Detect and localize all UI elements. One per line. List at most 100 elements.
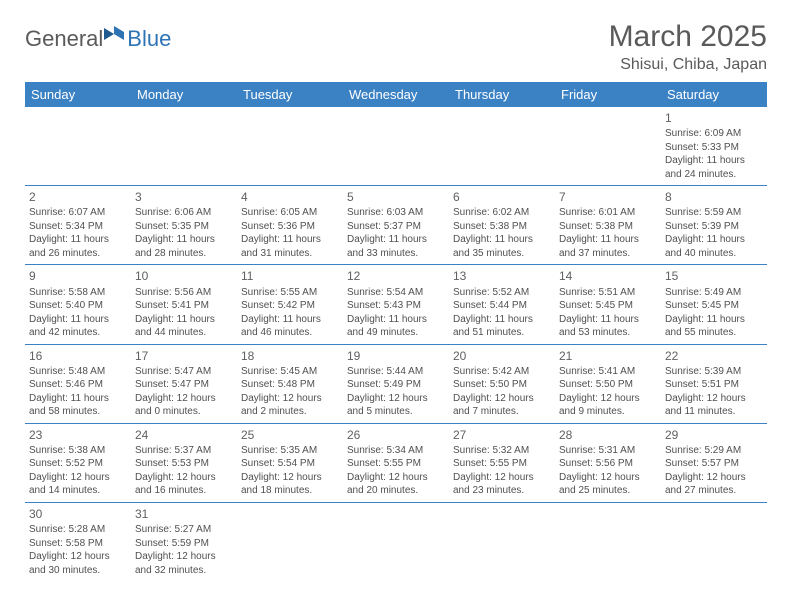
day-number: 4 xyxy=(241,189,339,205)
calendar-cell: 14 Sunrise: 5:51 AMSunset: 5:45 PMDayligh… xyxy=(555,265,661,344)
sunset-line: Sunset: 5:50 PM xyxy=(453,378,551,392)
sunrise-line: Sunrise: 5:58 AM xyxy=(29,286,127,300)
sunset-line: Sunset: 5:42 PM xyxy=(241,299,339,313)
calendar-cell: 25Sunrise: 5:35 AMSunset: 5:54 PMDayligh… xyxy=(237,423,343,502)
sunset-line: Sunset: 5:45 PM xyxy=(559,299,657,313)
sunset-line: Sunset: 5:59 PM xyxy=(135,537,233,551)
day-number: 5 xyxy=(347,189,445,205)
sunrise-line: Sunrise: 5:56 AM xyxy=(135,286,233,300)
day-number: 22 xyxy=(665,348,763,364)
sunrise-line: Sunrise: 5:47 AM xyxy=(135,365,233,379)
daylight-line: Daylight: 12 hours and 32 minutes. xyxy=(135,550,233,577)
calendar-cell: 17Sunrise: 5:47 AMSunset: 5:47 PMDayligh… xyxy=(131,344,237,423)
calendar-cell: 27Sunrise: 5:32 AMSunset: 5:55 PMDayligh… xyxy=(449,423,555,502)
calendar-cell: 18Sunrise: 5:45 AMSunset: 5:48 PMDayligh… xyxy=(237,344,343,423)
day-number: 7 xyxy=(559,189,657,205)
sunrise-line: Sunrise: 5:45 AM xyxy=(241,365,339,379)
day-number: 17 xyxy=(135,348,233,364)
daylight-line: Daylight: 12 hours and 7 minutes. xyxy=(453,392,551,419)
day-number: 30 xyxy=(29,506,127,522)
sunrise-line: Sunrise: 5:34 AM xyxy=(347,444,445,458)
month-title: March 2025 xyxy=(609,20,767,54)
calendar-cell: 6Sunrise: 6:02 AMSunset: 5:38 PMDaylight… xyxy=(449,186,555,265)
calendar-cell: 23Sunrise: 5:38 AMSunset: 5:52 PMDayligh… xyxy=(25,423,131,502)
day-number: 19 xyxy=(347,348,445,364)
day-number: 21 xyxy=(559,348,657,364)
calendar-cell: 10Sunrise: 5:56 AMSunset: 5:41 PMDayligh… xyxy=(131,265,237,344)
daylight-line: Daylight: 11 hours and 44 minutes. xyxy=(135,313,233,340)
calendar-row: 9Sunrise: 5:58 AMSunset: 5:40 PMDaylight… xyxy=(25,265,767,344)
calendar-cell: 13Sunrise: 5:52 AMSunset: 5:44 PMDayligh… xyxy=(449,265,555,344)
day-number: 23 xyxy=(29,427,127,443)
sunrise-line: Sunrise: 5:59 AM xyxy=(665,206,763,220)
daylight-line: Daylight: 12 hours and 30 minutes. xyxy=(29,550,127,577)
weekday-header: Saturday xyxy=(661,82,767,107)
sunrise-line: Sunrise: 5:55 AM xyxy=(241,286,339,300)
sunrise-line: Sunrise: 5:48 AM xyxy=(29,365,127,379)
sunset-line: Sunset: 5:33 PM xyxy=(665,141,763,155)
calendar-cell-empty xyxy=(131,107,237,186)
day-number: 8 xyxy=(665,189,763,205)
day-number: 28 xyxy=(559,427,657,443)
day-number: 24 xyxy=(135,427,233,443)
weekday-header: Monday xyxy=(131,82,237,107)
daylight-line: Daylight: 11 hours and 24 minutes. xyxy=(665,154,763,181)
logo-text-blue: Blue xyxy=(127,26,171,52)
sunset-line: Sunset: 5:46 PM xyxy=(29,378,127,392)
logo-text-general: General xyxy=(25,26,103,52)
calendar-cell: 7Sunrise: 6:01 AMSunset: 5:38 PMDaylight… xyxy=(555,186,661,265)
daylight-line: Daylight: 11 hours and 53 minutes. xyxy=(559,313,657,340)
sunrise-line: Sunrise: 5:51 AM xyxy=(559,286,657,300)
sunrise-line: Sunrise: 6:07 AM xyxy=(29,206,127,220)
sunrise-line: Sunrise: 5:29 AM xyxy=(665,444,763,458)
calendar-body: 1Sunrise: 6:09 AMSunset: 5:33 PMDaylight… xyxy=(25,107,767,581)
calendar-cell-empty xyxy=(343,502,449,581)
day-number: 18 xyxy=(241,348,339,364)
weekday-header: Wednesday xyxy=(343,82,449,107)
daylight-line: Daylight: 12 hours and 20 minutes. xyxy=(347,471,445,498)
sunset-line: Sunset: 5:51 PM xyxy=(665,378,763,392)
calendar-cell: 28Sunrise: 5:31 AMSunset: 5:56 PMDayligh… xyxy=(555,423,661,502)
sunset-line: Sunset: 5:45 PM xyxy=(665,299,763,313)
calendar-table: SundayMondayTuesdayWednesdayThursdayFrid… xyxy=(25,82,767,581)
calendar-row: 1Sunrise: 6:09 AMSunset: 5:33 PMDaylight… xyxy=(25,107,767,186)
sunrise-line: Sunrise: 5:32 AM xyxy=(453,444,551,458)
sunrise-line: Sunrise: 5:52 AM xyxy=(453,286,551,300)
daylight-line: Daylight: 11 hours and 49 minutes. xyxy=(347,313,445,340)
day-number: 9 xyxy=(29,268,127,284)
calendar-cell: 1Sunrise: 6:09 AMSunset: 5:33 PMDaylight… xyxy=(661,107,767,186)
day-number: 12 xyxy=(347,268,445,284)
day-number: 15 xyxy=(665,268,763,284)
daylight-line: Daylight: 12 hours and 18 minutes. xyxy=(241,471,339,498)
flag-icon xyxy=(103,25,125,48)
daylight-line: Daylight: 12 hours and 11 minutes. xyxy=(665,392,763,419)
daylight-line: Daylight: 11 hours and 46 minutes. xyxy=(241,313,339,340)
calendar-cell-empty xyxy=(237,107,343,186)
day-number: 11 xyxy=(241,268,339,284)
daylight-line: Daylight: 11 hours and 33 minutes. xyxy=(347,233,445,260)
sunrise-line: Sunrise: 5:38 AM xyxy=(29,444,127,458)
daylight-line: Daylight: 11 hours and 42 minutes. xyxy=(29,313,127,340)
sunset-line: Sunset: 5:43 PM xyxy=(347,299,445,313)
calendar-cell: 4Sunrise: 6:05 AMSunset: 5:36 PMDaylight… xyxy=(237,186,343,265)
calendar-cell: 15Sunrise: 5:49 AMSunset: 5:45 PMDayligh… xyxy=(661,265,767,344)
sunrise-line: Sunrise: 5:37 AM xyxy=(135,444,233,458)
sunset-line: Sunset: 5:49 PM xyxy=(347,378,445,392)
calendar-cell-empty xyxy=(449,502,555,581)
header: General Blue March 2025 Shisui, Chiba, J… xyxy=(25,20,767,74)
daylight-line: Daylight: 12 hours and 9 minutes. xyxy=(559,392,657,419)
sunset-line: Sunset: 5:52 PM xyxy=(29,457,127,471)
calendar-cell-empty xyxy=(449,107,555,186)
calendar-cell-empty xyxy=(555,107,661,186)
daylight-line: Daylight: 11 hours and 55 minutes. xyxy=(665,313,763,340)
day-number: 31 xyxy=(135,506,233,522)
calendar-cell: 31Sunrise: 5:27 AMSunset: 5:59 PMDayligh… xyxy=(131,502,237,581)
logo: General Blue xyxy=(25,20,171,52)
day-number: 14 xyxy=(559,268,657,284)
location: Shisui, Chiba, Japan xyxy=(609,56,767,74)
daylight-line: Daylight: 11 hours and 51 minutes. xyxy=(453,313,551,340)
sunrise-line: Sunrise: 5:42 AM xyxy=(453,365,551,379)
daylight-line: Daylight: 12 hours and 16 minutes. xyxy=(135,471,233,498)
sunset-line: Sunset: 5:47 PM xyxy=(135,378,233,392)
calendar-cell: 30Sunrise: 5:28 AMSunset: 5:58 PMDayligh… xyxy=(25,502,131,581)
